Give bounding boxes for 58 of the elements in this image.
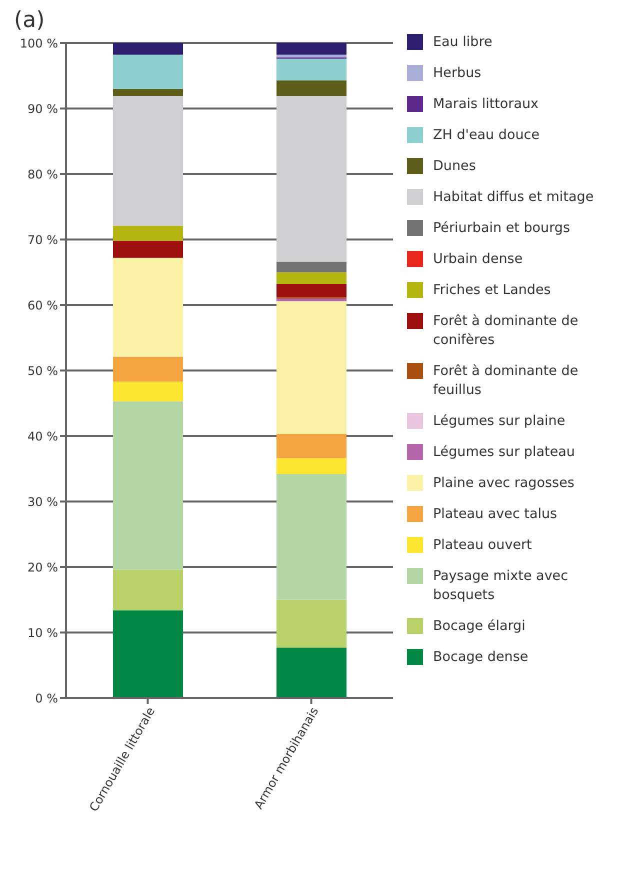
bar bbox=[113, 382, 183, 402]
bar bbox=[113, 43, 183, 55]
bar bbox=[113, 570, 183, 610]
bar bbox=[276, 298, 346, 302]
bar bbox=[276, 272, 346, 284]
legend-label: Urbain dense bbox=[433, 250, 524, 269]
bar bbox=[276, 648, 346, 698]
chart-title: (a) bbox=[14, 8, 46, 33]
bar bbox=[276, 43, 346, 55]
y-tick-label: 70 % bbox=[28, 232, 58, 247]
bar bbox=[276, 58, 346, 80]
legend-label: Marais littoraux bbox=[433, 95, 540, 114]
legend-label: ZH d'eau douce bbox=[433, 126, 541, 145]
legend-label: Habitat diffus et mitage bbox=[433, 188, 595, 207]
legend-label: Forêt à dominante de conifères bbox=[433, 312, 580, 350]
y-tick-label: 100 % bbox=[20, 36, 58, 50]
bar bbox=[276, 301, 346, 434]
legend-label: Périurbain et bourgs bbox=[433, 219, 572, 238]
legend-label: Bocage élargi bbox=[433, 617, 526, 636]
legend-label: Plateau ouvert bbox=[433, 536, 533, 555]
y-tick-label: 0 % bbox=[35, 691, 58, 706]
bar bbox=[276, 474, 346, 600]
legend-label: Bocage dense bbox=[433, 648, 530, 667]
bar bbox=[113, 226, 183, 241]
legend-label: Plaine avec ragosses bbox=[433, 474, 576, 493]
bar bbox=[113, 88, 183, 96]
legend-label: Forêt à dominante de feuillus bbox=[433, 362, 580, 400]
bar bbox=[276, 434, 346, 458]
legend-label: Eau libre bbox=[433, 33, 494, 52]
y-tick-label: 30 % bbox=[28, 494, 58, 509]
legend-label: Plateau avec talus bbox=[433, 505, 558, 524]
y-tick-label: 40 % bbox=[28, 429, 58, 444]
bar bbox=[113, 356, 183, 382]
bar bbox=[113, 240, 183, 258]
y-tick-label: 20 % bbox=[28, 560, 58, 574]
bar bbox=[113, 258, 183, 357]
bar bbox=[113, 610, 183, 698]
legend-label: Dunes bbox=[433, 157, 477, 176]
y-tick-label: 90 % bbox=[28, 102, 58, 116]
bar bbox=[276, 600, 346, 648]
y-tick-label: 80 % bbox=[28, 167, 58, 182]
bar bbox=[113, 401, 183, 570]
bar bbox=[276, 54, 346, 58]
y-tick-label: 50 % bbox=[28, 364, 58, 378]
y-tick-label: 10 % bbox=[28, 626, 58, 640]
legend-label: Friches et Landes bbox=[433, 281, 552, 300]
bar bbox=[113, 54, 183, 89]
bar bbox=[276, 96, 346, 262]
legend-label: Légumes sur plateau bbox=[433, 443, 576, 462]
legend-label: Herbus bbox=[433, 64, 482, 83]
bar bbox=[276, 458, 346, 474]
bar bbox=[276, 284, 346, 298]
bar bbox=[276, 262, 346, 272]
bar bbox=[276, 80, 346, 96]
legend-label: Paysage mixte avec bosquets bbox=[433, 567, 570, 605]
legend-label: Légumes sur plaine bbox=[433, 412, 566, 431]
bar bbox=[113, 96, 183, 226]
y-tick-label: 60 % bbox=[28, 298, 58, 312]
